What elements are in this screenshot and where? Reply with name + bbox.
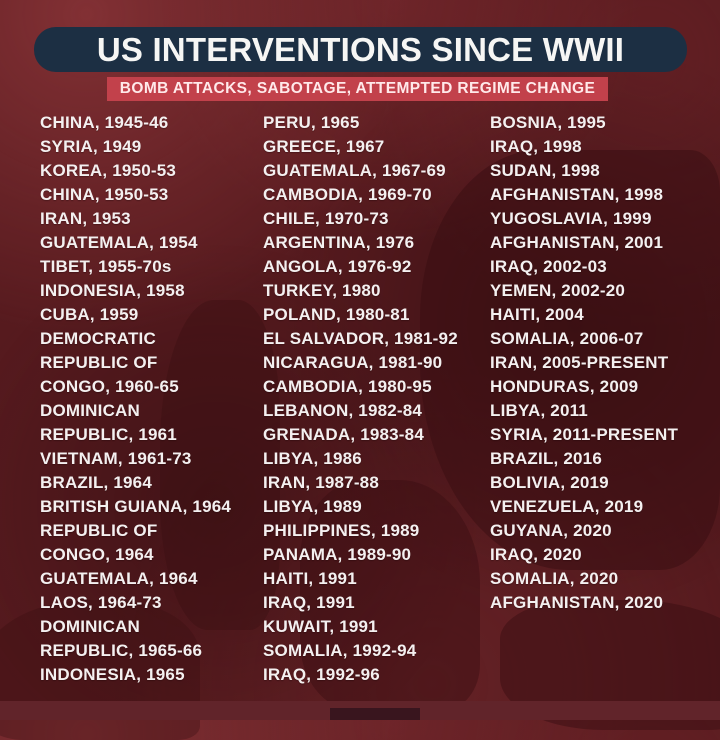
background-silhouette	[300, 480, 480, 710]
list-item: DOMINICAN	[40, 401, 141, 420]
interventions-column-1: CHINA, 1945-46 SYRIA, 1949 KOREA, 1950-53 C…	[40, 111, 255, 687]
list-item: CAMBODIA, 1980-95	[263, 377, 432, 396]
list-item: LIBYA, 1989	[263, 497, 362, 516]
list-item: SYRIA, 2011-PRESENT	[490, 425, 679, 444]
list-item: YEMEN, 2002-20	[490, 281, 626, 300]
list-item: CONGO, 1960-65	[40, 377, 179, 396]
list-item: REPUBLIC, 1965-66	[40, 641, 203, 660]
list-item: IRAQ, 1998	[490, 137, 582, 156]
list-item: VIETNAM, 1961-73	[40, 449, 192, 468]
list-item: YUGOSLAVIA, 1999	[490, 209, 652, 228]
list-item: CAMBODIA, 1969-70	[263, 185, 432, 204]
list-item: BOSNIA, 1995	[490, 113, 606, 132]
list-item: BRITISH GUIANA, 1964	[40, 497, 232, 516]
interventions-column-3: BOSNIA, 1995 IRAQ, 1998 SUDAN, 1998 AFGHANI…	[490, 111, 715, 615]
list-item: CHINA, 1950-53	[40, 185, 169, 204]
list-item: CUBA, 1959	[40, 305, 139, 324]
list-item: SOMALIA, 2006-07	[490, 329, 644, 348]
list-item: TURKEY, 1980	[263, 281, 381, 300]
list-item: GREECE, 1967	[263, 137, 385, 156]
list-item: LIBYA, 1986	[263, 449, 362, 468]
title-banner: US INTERVENTIONS SINCE WWII	[34, 27, 687, 72]
list-item: BRAZIL, 2016	[490, 449, 602, 468]
list-item: KUWAIT, 1991	[263, 617, 378, 636]
list-item: TIBET, 1955-70s	[40, 257, 172, 276]
list-item: REPUBLIC, 1961	[40, 425, 177, 444]
interventions-column-2: PERU, 1965 GREECE, 1967 GUATEMALA, 1967-69…	[263, 111, 481, 687]
list-item: NICARAGUA, 1981-90	[263, 353, 443, 372]
list-item: CHINA, 1945-46	[40, 113, 169, 132]
list-item: DOMINICAN	[40, 617, 141, 636]
background-silhouette	[420, 150, 720, 570]
list-item: IRAN, 2005-PRESENT	[490, 353, 669, 372]
list-item: GUYANA, 2020	[490, 521, 612, 540]
list-item: SOMALIA, 1992-94	[263, 641, 417, 660]
list-item: LAOS, 1964-73	[40, 593, 162, 612]
list-item: PANAMA, 1989-90	[263, 545, 412, 564]
list-item: GRENADA, 1983-84	[263, 425, 424, 444]
list-item: BOLIVIA, 2019	[490, 473, 609, 492]
background-silhouette	[160, 300, 280, 630]
list-item: INDONESIA, 1958	[40, 281, 185, 300]
list-item: IRAQ, 1992-96	[263, 665, 380, 684]
page-title: US INTERVENTIONS SINCE WWII	[96, 30, 625, 68]
list-item: IRAN, 1987-88	[263, 473, 379, 492]
list-item: SYRIA, 1949	[40, 137, 142, 156]
page-subtitle: BOMB ATTACKS, SABOTAGE, ATTEMPTED REGIME…	[119, 80, 596, 97]
list-item: INDONESIA, 1965	[40, 665, 185, 684]
list-item: AFGHANISTAN, 2001	[490, 233, 664, 252]
list-item: SUDAN, 1998	[490, 161, 600, 180]
list-item: HAITI, 2004	[490, 305, 584, 324]
list-item: ARGENTINA, 1976	[263, 233, 415, 252]
list-item: VENEZUELA, 2019	[490, 497, 644, 516]
list-item: LIBYA, 2011	[490, 401, 588, 420]
list-item: ANGOLA, 1976-92	[263, 257, 412, 276]
list-item: GUATEMALA, 1954	[40, 233, 198, 252]
list-item: IRAQ, 2020	[490, 545, 582, 564]
list-item: DEMOCRATIC	[40, 329, 156, 348]
list-item: EL SALVADOR, 1981-92	[263, 329, 458, 348]
list-item: PERU, 1965	[263, 113, 360, 132]
list-item: IRAN, 1953	[40, 209, 131, 228]
list-item: IRAQ, 1991	[263, 593, 355, 612]
list-item: POLAND, 1980-81	[263, 305, 410, 324]
list-item: HAITI, 1991	[263, 569, 357, 588]
background-silhouette	[330, 708, 420, 720]
list-item: BRAZIL, 1964	[40, 473, 152, 492]
subtitle-banner: BOMB ATTACKS, SABOTAGE, ATTEMPTED REGIME…	[107, 77, 608, 101]
list-item: HONDURAS, 2009	[490, 377, 639, 396]
list-item: LEBANON, 1982-84	[263, 401, 423, 420]
list-item: CHILE, 1970-73	[263, 209, 389, 228]
list-item: AFGHANISTAN, 1998	[490, 185, 664, 204]
list-item: CONGO, 1964	[40, 545, 154, 564]
list-item: KOREA, 1950-53	[40, 161, 177, 180]
list-item: PHILIPPINES, 1989	[263, 521, 420, 540]
list-item: REPUBLIC OF	[40, 521, 158, 540]
list-item: IRAQ, 2002-03	[490, 257, 607, 276]
list-item: AFGHANISTAN, 2020	[490, 593, 664, 612]
list-item: REPUBLIC OF	[40, 353, 158, 372]
list-item: SOMALIA, 2020	[490, 569, 619, 588]
list-item: GUATEMALA, 1967-69	[263, 161, 446, 180]
list-item: GUATEMALA, 1964	[40, 569, 198, 588]
